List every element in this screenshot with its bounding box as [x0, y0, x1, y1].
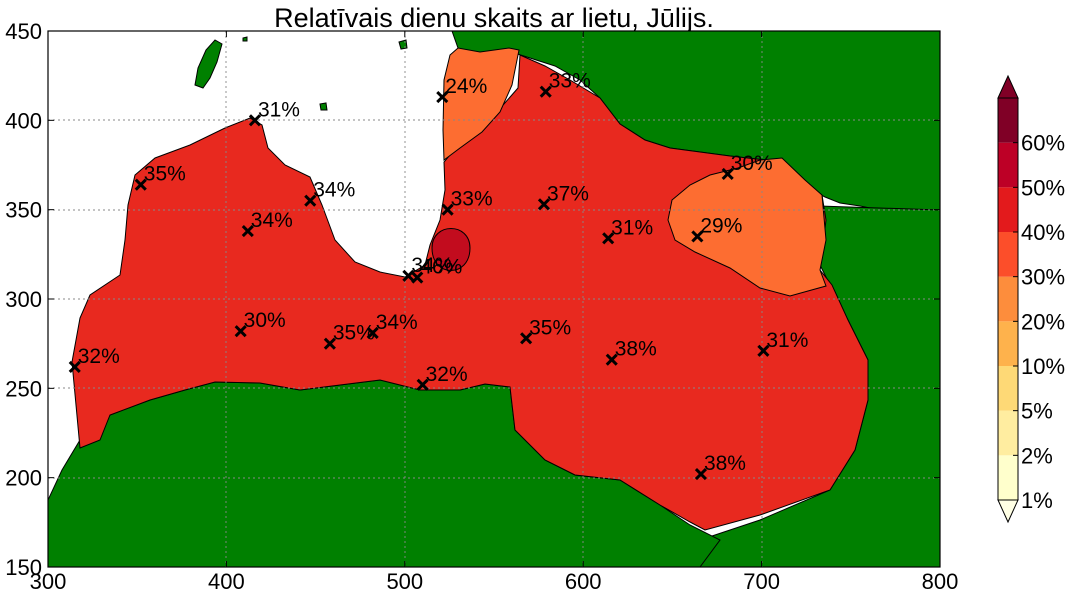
colorbar-label: 2%: [1021, 443, 1053, 468]
station-markers: 32%35%31%34%34%30%35% 34%34%46%33%24% 33%3…: [68, 70, 808, 481]
x-tick-label: 600: [565, 569, 602, 594]
y-axis-ticks: 150 200 250 300 350 400 450: [5, 19, 940, 580]
station-marker: [248, 114, 262, 127]
station-label: 35%: [529, 316, 571, 339]
station-label: 31%: [611, 216, 653, 239]
y-tick-label: 400: [5, 108, 42, 133]
station-marker: [520, 332, 533, 345]
x-tick-label: 700: [743, 569, 780, 594]
station-marker: [323, 337, 336, 350]
colorbar-label: 10%: [1021, 354, 1065, 379]
station-marker: [241, 225, 254, 238]
colorbar-under-arrow: [997, 499, 1019, 524]
station-marker: [304, 194, 317, 207]
x-tick-label: 400: [208, 569, 245, 594]
y-tick-label: 250: [5, 376, 42, 401]
station-marker: [537, 198, 551, 211]
colorbar-label: 50%: [1021, 175, 1065, 200]
station-label: 31%: [766, 329, 808, 352]
station-label: 24%: [445, 75, 487, 98]
zone-20-30-east: [667, 157, 827, 297]
colorbar-segment: [998, 455, 1018, 500]
station-label: 32%: [78, 345, 120, 368]
island-saaremaa: [194, 39, 223, 89]
latvia-territory: [71, 54, 869, 531]
colorbar-over-arrow: [997, 74, 1019, 99]
station-label: 37%: [547, 182, 589, 205]
colorbar-segment: [998, 276, 1018, 322]
station-marker: [757, 344, 770, 357]
x-tick-label: 500: [386, 569, 423, 594]
colorbar-label: 1%: [1021, 488, 1053, 513]
station-label: 38%: [704, 452, 746, 475]
islet-1: [398, 39, 408, 50]
zone-20-30-north: [442, 47, 520, 161]
colorbar-label: 20%: [1021, 309, 1065, 334]
colorbar-segment: [998, 142, 1018, 188]
station-marker: [436, 91, 449, 104]
station-marker: [694, 468, 708, 481]
colorbar-label: 5%: [1021, 399, 1053, 424]
colorbar-segment: [998, 232, 1018, 277]
colorbar-segment: [998, 410, 1018, 456]
station-label: 46%: [420, 256, 462, 279]
y-tick-label: 300: [5, 287, 42, 312]
station-label: 35%: [144, 163, 186, 186]
y-tick-label: 200: [5, 466, 42, 491]
station-label: 32%: [426, 363, 468, 386]
station-label: 34%: [313, 179, 355, 202]
station-label: 34%: [376, 311, 418, 334]
station-marker: [691, 230, 704, 243]
colorbar-label: 30%: [1021, 265, 1065, 290]
gridlines: [48, 31, 940, 567]
map-title: Relatīvais dienu skaits ar lietu, Jūlijs…: [274, 3, 714, 33]
station-label: 29%: [700, 214, 742, 237]
station-marker: [402, 269, 415, 282]
station-label: 38%: [615, 338, 657, 361]
colorbar-label: 40%: [1021, 220, 1065, 245]
station-marker: [721, 167, 734, 180]
colorbar-segment: [998, 321, 1018, 366]
colorbar-label: 60%: [1021, 131, 1065, 156]
zone-40-50: [431, 228, 471, 271]
station-marker: [234, 325, 247, 338]
y-tick-label: 150: [5, 555, 42, 580]
station-marker: [602, 232, 615, 245]
station-marker: [605, 353, 618, 366]
colorbar-segment: [998, 98, 1018, 143]
colorbar-frame: [997, 97, 1019, 501]
islet-2: [319, 102, 328, 111]
station-marker: [441, 203, 454, 216]
x-tick-label: 300: [30, 569, 67, 594]
station-label: 34%: [411, 254, 453, 277]
colorbar-segment: [998, 366, 1018, 411]
station-label: 33%: [451, 188, 493, 211]
station-label: 30%: [731, 152, 773, 175]
colorbar-segment: [998, 187, 1018, 232]
station-marker: [134, 178, 147, 191]
station-marker: [366, 326, 379, 340]
station-marker: [416, 378, 429, 391]
x-tick-label: 800: [922, 569, 959, 594]
y-tick-label: 350: [5, 198, 42, 223]
station-label: 30%: [244, 309, 286, 332]
station-label: 31%: [258, 98, 300, 121]
x-axis-ticks: 300 400 500 600 700 800: [30, 31, 959, 594]
station-marker: [411, 271, 424, 284]
station-marker: [68, 360, 81, 373]
islet-3: [242, 36, 248, 42]
station-label: 35%: [333, 322, 375, 345]
station-label: 34%: [251, 209, 293, 232]
station-marker: [539, 85, 552, 98]
y-tick-label: 450: [5, 19, 42, 44]
colorbar: 1% 2% 5% 10% 20% 30% 40% 50% 60%: [997, 74, 1065, 524]
station-label: 33%: [549, 70, 591, 93]
